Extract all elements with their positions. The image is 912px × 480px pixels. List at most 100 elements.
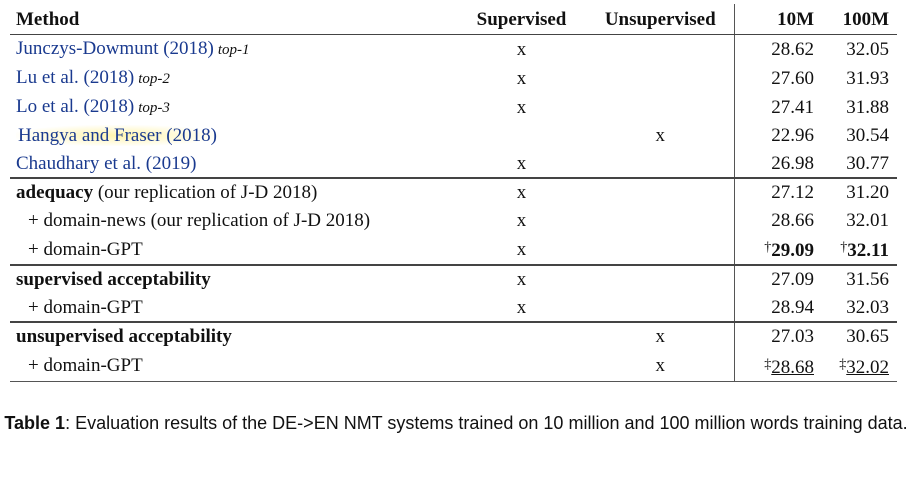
table-row: Hangya and Fraser (2018) x 22.96 30.54 — [10, 122, 897, 150]
method-cell: Lo et al. (2018) top-3 — [10, 93, 456, 122]
double-dagger-mark: ‡ — [839, 356, 847, 372]
score-10m: ‡28.68 — [734, 350, 820, 382]
score-10m: 28.62 — [771, 39, 814, 60]
table-row: + domain-GPT x ‡28.68 ‡32.02 — [10, 350, 897, 382]
header-100m: 100M — [820, 4, 897, 35]
dagger-mark: † — [764, 240, 772, 255]
supervised-cell: x — [456, 177, 587, 207]
score-10m: 27.03 — [734, 321, 820, 351]
method-cell: Lu et al. (2018) top-2 — [10, 64, 456, 93]
supervised-cell: x — [516, 68, 527, 89]
method-cell: + domain-GPT — [28, 296, 143, 318]
unsupervised-cell — [587, 34, 735, 64]
header-10m: 10M — [734, 4, 820, 35]
score-value: 29.09 — [771, 240, 814, 261]
method-cell: Chaudhary et al. (2019) — [10, 150, 456, 179]
header-method: Method — [10, 4, 456, 35]
method-note: (our replication of J-D 2018) — [93, 182, 318, 204]
supervised-cell: x — [516, 296, 527, 318]
score-100m: 32.05 — [846, 39, 889, 60]
supervised-cell: x — [516, 152, 527, 174]
double-dagger-mark: ‡ — [764, 356, 772, 372]
table-row: Lu et al. (2018) top-2 x 27.60 31.93 — [10, 64, 897, 93]
unsupervised-cell: x — [587, 122, 735, 150]
header-unsupervised: Unsupervised — [587, 4, 735, 35]
table-row: Lo et al. (2018) top-3 x 27.41 31.88 — [10, 93, 897, 122]
supervised-cell: x — [456, 264, 587, 294]
score-100m: 32.01 — [846, 209, 889, 231]
method-cell: + domain-GPT — [28, 238, 143, 260]
caption-text: : Evaluation results of the DE->EN NMT s… — [65, 413, 908, 433]
results-table: Method Supervised Unsupervised 10M 100M … — [10, 4, 897, 382]
citation-link[interactable]: Hangya and Fraser (2018) — [16, 125, 219, 147]
table-row: unsupervised acceptability x 27.03 30.65 — [10, 321, 897, 351]
score-value: 32.11 — [847, 240, 889, 261]
score-100m: 31.20 — [820, 177, 897, 207]
score-100m: 32.03 — [846, 296, 889, 318]
score-10m: †29.09 — [734, 234, 820, 265]
citation-link[interactable]: Chaudhary et al. (2019) — [16, 152, 197, 174]
dagger-mark: † — [840, 240, 848, 255]
method-cell: adequacy (our replication of J-D 2018) — [10, 177, 456, 207]
score-10m: 26.98 — [771, 152, 814, 174]
score-10m: 27.60 — [771, 68, 814, 89]
table-row: adequacy (our replication of J-D 2018) x… — [10, 177, 897, 207]
table-caption: Table 1: Evaluation results of the DE->E… — [0, 410, 912, 436]
score-100m: †32.11 — [820, 234, 897, 265]
method-cell: supervised acceptability — [10, 264, 456, 294]
table-row: + domain-GPT x 28.94 32.03 — [10, 293, 897, 322]
unsupervised-cell — [587, 206, 735, 234]
unsupervised-cell — [587, 293, 735, 322]
citation-link[interactable]: Junczys-Dowmunt (2018) — [16, 38, 214, 59]
method-cell: + domain-GPT — [10, 350, 456, 382]
score-10m: 22.96 — [771, 125, 814, 147]
method-cell: + domain-news (our replication of J-D 20… — [28, 209, 371, 231]
supervised-cell — [456, 321, 587, 351]
score-100m: 31.93 — [846, 68, 889, 89]
supervised-cell — [456, 350, 587, 382]
score-value: 28.68 — [771, 356, 814, 378]
unsupervised-cell: x — [587, 350, 735, 382]
unsupervised-cell: x — [587, 321, 735, 351]
score-10m: 27.09 — [734, 264, 820, 294]
score-10m: 28.66 — [771, 209, 814, 231]
method-cell: Junczys-Dowmunt (2018) top-1 — [10, 35, 456, 65]
supervised-cell: x — [516, 97, 527, 118]
citation-link[interactable]: Lu et al. (2018) — [16, 67, 135, 88]
score-10m: 27.41 — [771, 97, 814, 118]
rank-tag: top-1 — [217, 42, 250, 58]
results-table-container: Method Supervised Unsupervised 10M 100M … — [10, 4, 897, 382]
header-supervised: Supervised — [456, 4, 587, 35]
unsupervised-cell — [587, 264, 735, 294]
supervised-cell: x — [516, 209, 527, 231]
score-100m: 31.88 — [846, 97, 889, 118]
score-100m: ‡32.02 — [820, 350, 897, 382]
supervised-cell — [456, 122, 587, 150]
score-100m: 30.77 — [846, 152, 889, 174]
citation-link[interactable]: Lo et al. (2018) — [16, 96, 135, 117]
unsupervised-cell — [587, 93, 735, 122]
unsupervised-cell — [587, 64, 735, 93]
unsupervised-cell — [587, 149, 735, 178]
table-header-row: Method Supervised Unsupervised 10M 100M — [10, 4, 897, 35]
method-name-bold: adequacy — [16, 182, 94, 204]
table-row: supervised acceptability x 27.09 31.56 — [10, 264, 897, 294]
score-10m: 28.94 — [771, 296, 814, 318]
unsupervised-cell — [587, 177, 735, 207]
caption-label: Table 1 — [4, 413, 66, 433]
score-100m: 30.65 — [820, 321, 897, 351]
supervised-cell: x — [516, 238, 527, 260]
table-row: + domain-news (our replication of J-D 20… — [10, 206, 897, 234]
method-cell: Hangya and Fraser (2018) — [10, 122, 456, 150]
table-row: Chaudhary et al. (2019) x 26.98 30.77 — [10, 149, 897, 179]
score-10m: 27.12 — [734, 177, 820, 207]
method-cell: unsupervised acceptability — [10, 321, 456, 351]
table-row: Junczys-Dowmunt (2018) top-1 x 28.62 32.0… — [10, 34, 897, 65]
rank-tag: top-3 — [138, 100, 170, 116]
score-value: 32.02 — [846, 356, 889, 378]
supervised-cell: x — [516, 39, 527, 60]
unsupervised-cell — [587, 234, 735, 265]
rank-tag: top-2 — [138, 71, 170, 87]
score-100m: 31.56 — [820, 264, 897, 294]
table-row: + domain-GPT x †29.09 †32.11 — [10, 234, 897, 265]
